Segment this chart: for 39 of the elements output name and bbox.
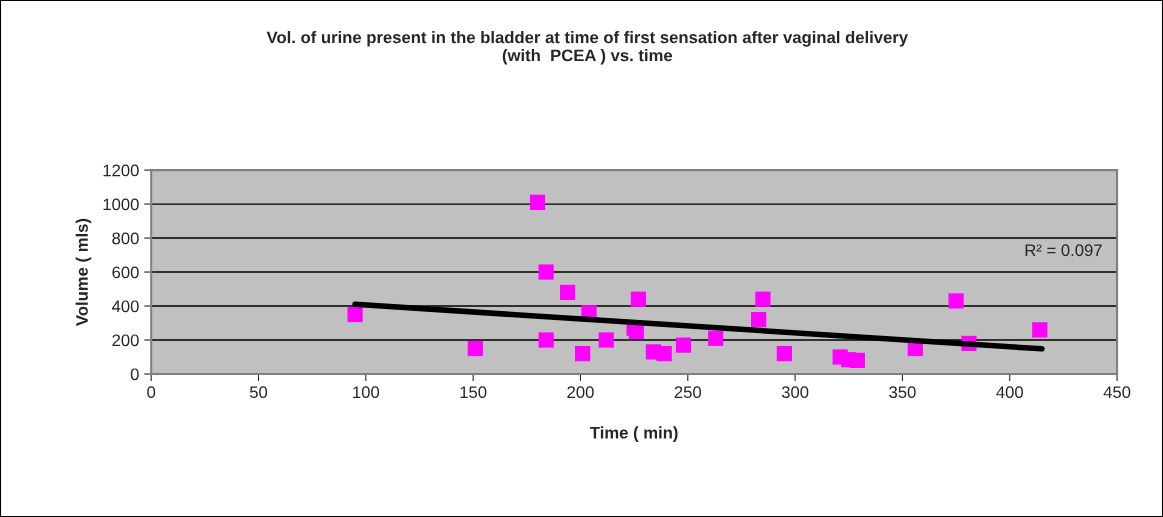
- x-tick-label: 100: [353, 386, 380, 399]
- point: [575, 346, 591, 362]
- annotation: R² = 0.097: [1025, 244, 1102, 257]
- point: [656, 346, 672, 362]
- y-axis-title: Volume ( mls): [75, 218, 92, 326]
- point: [755, 291, 771, 307]
- point: [1032, 322, 1048, 338]
- point: [347, 306, 363, 323]
- x-tick-label: 250: [674, 386, 702, 399]
- x-tick-label: 200: [567, 386, 594, 399]
- point: [751, 312, 767, 328]
- point: [630, 291, 647, 307]
- point: [708, 330, 724, 346]
- x-tick-label: 350: [889, 386, 916, 399]
- point: [559, 284, 576, 301]
- point: [948, 293, 964, 309]
- x-tick-label: 400: [996, 386, 1023, 399]
- chart-title: Vol. of urine present in the bladder at time of first sensation after vaginal delivery (with PCEA ) vs. time: [266, 31, 909, 65]
- point: [529, 194, 546, 210]
- y-tick-label: 400: [111, 300, 139, 313]
- y-tick-label: 1200: [103, 164, 139, 177]
- x-tick-label: 300: [781, 386, 809, 399]
- point: [538, 264, 554, 280]
- point: [467, 340, 483, 357]
- x-axis-title: Time ( min): [590, 426, 678, 442]
- y-tick-label: 1000: [103, 198, 139, 211]
- x-tick-label: 150: [460, 386, 487, 399]
- x-tick-label: 450: [1103, 386, 1131, 399]
- y-tick-label: 800: [112, 232, 139, 245]
- point: [675, 337, 692, 353]
- y-tick-label: 0: [130, 368, 139, 381]
- point: [776, 346, 792, 362]
- x-tick-label: 50: [249, 386, 268, 399]
- y-tick-label: 200: [112, 334, 139, 347]
- point: [598, 332, 614, 348]
- x-tick-label: 0: [147, 386, 156, 399]
- y-tick-label: 600: [112, 266, 139, 279]
- point: [538, 332, 554, 348]
- point: [849, 352, 865, 369]
